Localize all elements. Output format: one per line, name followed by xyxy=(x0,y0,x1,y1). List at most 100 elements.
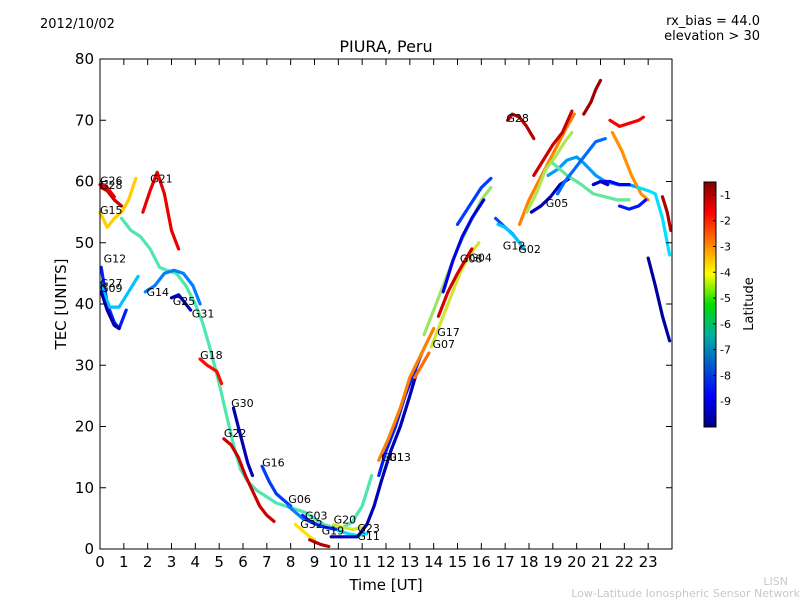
colorbar-tick-label: -4 xyxy=(720,266,731,279)
satellite-label-g23: G23 xyxy=(357,522,380,535)
satellite-label-g19: G19 xyxy=(322,524,345,537)
colorbar-label: Latitude xyxy=(742,277,757,331)
elevation-label: elevation > 30 xyxy=(664,29,760,44)
satellite-track-g22 xyxy=(618,198,648,211)
colorbar-gradient xyxy=(703,181,717,428)
x-tick-label: 5 xyxy=(214,553,224,571)
satellite-label-g01: G01 xyxy=(381,451,404,464)
satellite-label-g17: G17 xyxy=(437,326,460,339)
x-tick-label: 7 xyxy=(262,553,272,571)
date-label: 2012/10/02 xyxy=(40,17,115,32)
satellite-track-g09 xyxy=(525,130,574,214)
satellite-track-g29 xyxy=(517,112,576,226)
x-tick-label: 12 xyxy=(376,553,395,571)
satellite-label-g02: G02 xyxy=(518,243,541,256)
satellite-label-g32: G32 xyxy=(300,518,323,531)
satellite-track-g32 xyxy=(293,522,317,542)
y-tick-label: 10 xyxy=(75,479,94,497)
satellite-label-g16: G16 xyxy=(262,456,285,469)
y-tick-label: 20 xyxy=(75,418,94,436)
y-tick-label: 30 xyxy=(75,356,94,374)
satellite-track-g14 xyxy=(556,137,607,196)
x-tick-label: 14 xyxy=(424,553,443,571)
satellite-track-g10 xyxy=(441,198,486,294)
x-tick-label: 0 xyxy=(95,553,105,571)
x-tick-label: 17 xyxy=(496,553,515,571)
satellite-label-g28: G28 xyxy=(506,112,529,125)
satellite-label-g20: G20 xyxy=(334,513,357,526)
satellite-track-g14 xyxy=(119,216,374,530)
satellite-label-g22: G22 xyxy=(224,427,247,440)
satellite-track-g16 xyxy=(260,464,293,508)
satellite-label-g11: G11 xyxy=(357,530,380,543)
colorbar-tick-label: -6 xyxy=(720,318,731,331)
x-tick-label: 19 xyxy=(543,553,562,571)
satellite-label-g27: G27 xyxy=(100,277,123,290)
y-tick-label: 40 xyxy=(75,295,94,313)
satellite-label-g21: G21 xyxy=(150,173,173,186)
colorbar-tick-label: -7 xyxy=(720,344,731,357)
colorbar-tick-label: -2 xyxy=(720,215,731,228)
satellite-label-g06: G06 xyxy=(288,493,311,506)
satellite-track-g31 xyxy=(598,179,631,187)
satellite-track-g28 xyxy=(506,112,536,141)
chart-title: PIURA, Peru xyxy=(339,37,433,56)
x-tick-label: 21 xyxy=(591,553,610,571)
y-tick-label: 60 xyxy=(75,173,94,191)
satellite-track-g11 xyxy=(329,369,419,539)
satellite-track-g15 xyxy=(98,176,138,229)
satellite-track-g23 xyxy=(336,529,369,538)
satellite-label-g18: G18 xyxy=(200,349,223,362)
satellite-label-g09: G09 xyxy=(100,282,123,295)
satellite-track-g31 xyxy=(143,268,202,306)
satellite-track-g18 xyxy=(608,115,645,128)
x-tick-label: 2 xyxy=(143,553,153,571)
x-tick-label: 22 xyxy=(615,553,634,571)
footer-lisn: LISN xyxy=(763,575,788,588)
x-axis-label: Time [UT] xyxy=(348,576,422,594)
y-tick-label: 0 xyxy=(84,540,94,558)
satellite-label-g28: G28 xyxy=(100,179,123,192)
satellite-label-g05: G05 xyxy=(546,197,569,210)
rx-bias-label: rx_bias = 44.0 xyxy=(666,14,760,29)
satellite-track-g30 xyxy=(231,406,255,478)
x-tick-label: 6 xyxy=(238,553,248,571)
y-axis-label: TEC [UNITS] xyxy=(52,259,70,351)
x-tick-label: 1 xyxy=(119,553,129,571)
satellite-label-g07: G07 xyxy=(433,338,456,351)
axes: 0 1 2 3 4 5 6 7 8 9 10 11 12 13 14 15 16 17 18 19 20 21 22 2301… xyxy=(75,50,672,571)
colorbar-tick-label: -3 xyxy=(720,240,731,253)
satellite-label-g26: G26 xyxy=(100,175,123,188)
satellite-track-g21 xyxy=(141,170,181,251)
satellite-track-g25 xyxy=(591,179,610,187)
colorbar-tick-label: -5 xyxy=(720,292,731,305)
colorbar-tick-label: -8 xyxy=(720,369,731,382)
satellite-label-g30: G30 xyxy=(231,397,254,410)
satellite-label-g25: G25 xyxy=(173,295,196,308)
satellite-track-g27 xyxy=(551,161,631,202)
colorbar: -1 -2 -3 -4 -5 -6 -7 -8 -9 Latitude xyxy=(703,181,757,428)
satellite-label-g31: G31 xyxy=(192,308,215,321)
x-tick-label: 13 xyxy=(400,553,419,571)
satellite-label-g12: G12 xyxy=(104,252,127,265)
satellite-label-g12: G12 xyxy=(503,240,526,253)
x-tick-label: 18 xyxy=(519,553,538,571)
colorbar-tick-label: -1 xyxy=(720,189,731,202)
satellite-label-g08: G08 xyxy=(460,252,483,265)
y-tick-label: 70 xyxy=(75,111,94,129)
satellite-track-g13 xyxy=(377,326,436,462)
satellite-track-g09 xyxy=(99,290,121,331)
satellite-track-g20 xyxy=(332,522,364,531)
satellite-track-g03 xyxy=(301,513,338,531)
satellite-label-g04: G04 xyxy=(469,252,492,265)
satellite-track-g22 xyxy=(222,437,276,523)
satellite-track-g25 xyxy=(169,293,193,312)
satellite-track-g30 xyxy=(610,130,650,202)
satellite-track-g02 xyxy=(496,222,526,251)
satellite-track-g19 xyxy=(308,538,331,549)
x-tick-label: 9 xyxy=(310,553,320,571)
satellite-label-g14: G14 xyxy=(147,286,170,299)
x-tick-label: 8 xyxy=(286,553,296,571)
